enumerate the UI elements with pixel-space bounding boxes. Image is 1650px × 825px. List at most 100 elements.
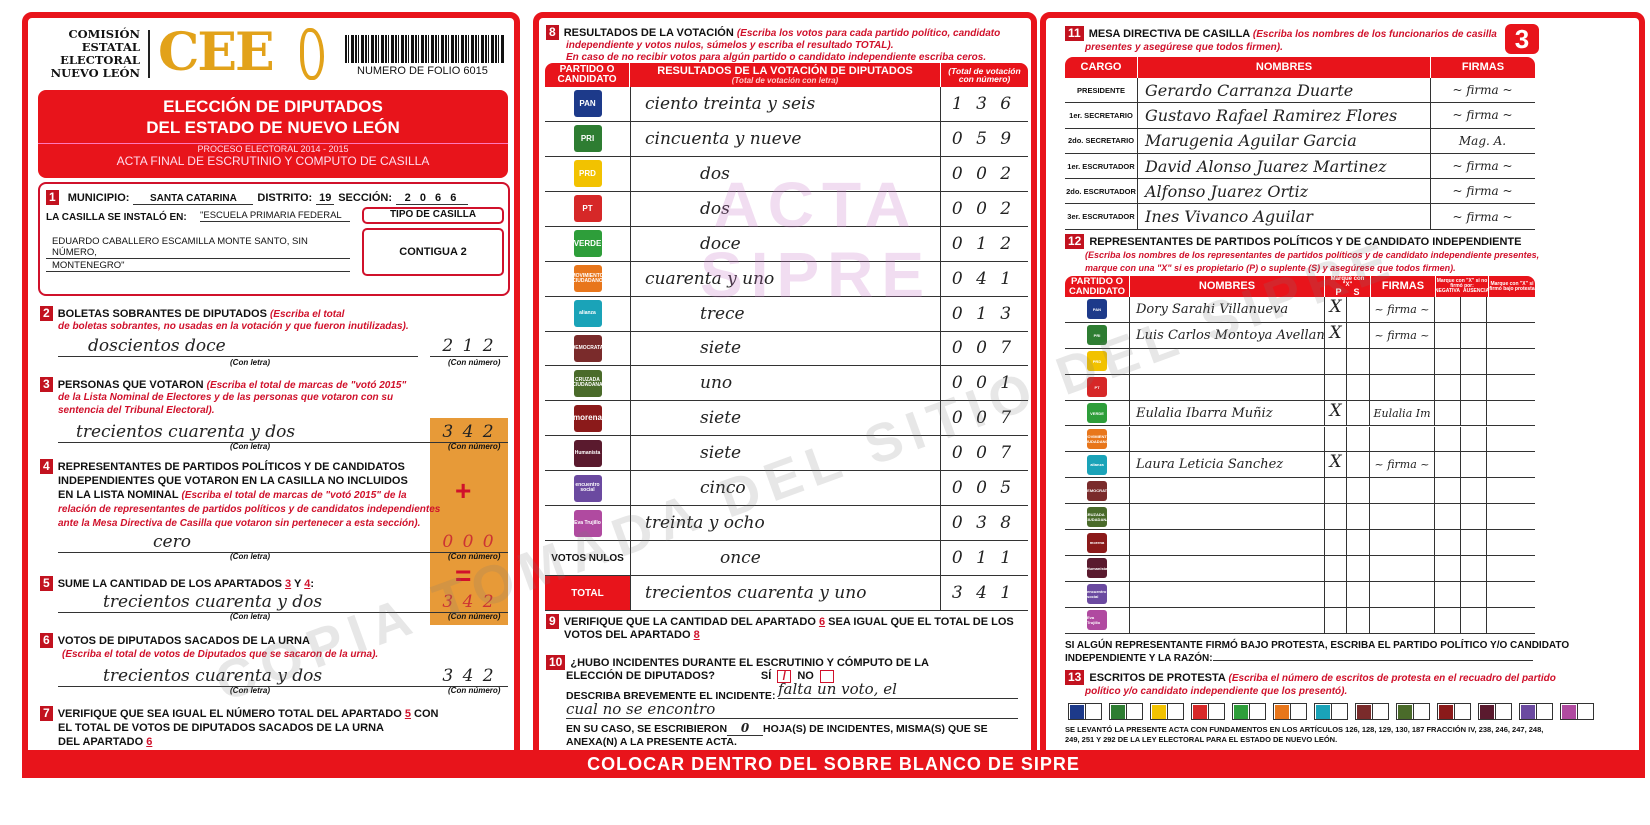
rep-propietario-mark[interactable]: [1325, 426, 1347, 452]
protest-count-field[interactable]: [1577, 704, 1593, 719]
protest-box[interactable]: [1191, 703, 1225, 720]
rep-protesta-mark[interactable]: [1487, 504, 1533, 529]
rep-suplente-mark[interactable]: [1347, 556, 1370, 581]
protest-box[interactable]: [1396, 703, 1430, 720]
protest-box[interactable]: [1232, 703, 1266, 720]
rep-propietario-mark[interactable]: [1325, 478, 1347, 504]
rep-protesta-mark[interactable]: [1487, 297, 1533, 322]
rep-ausencia-mark[interactable]: [1461, 504, 1487, 530]
rep-negativa-mark[interactable]: [1435, 504, 1461, 530]
protest-box[interactable]: [1273, 703, 1307, 720]
rep-name[interactable]: [1130, 374, 1325, 400]
rep-ausencia-mark[interactable]: [1461, 348, 1487, 374]
rep-name[interactable]: [1130, 348, 1325, 374]
rep-suplente-mark[interactable]: [1347, 426, 1370, 452]
rep-propietario-mark[interactable]: [1325, 374, 1347, 400]
rep-suplente-mark[interactable]: [1347, 297, 1370, 322]
rep-name[interactable]: [1130, 504, 1325, 530]
rep-suplente-mark[interactable]: [1347, 504, 1370, 530]
rep-negativa-mark[interactable]: [1435, 400, 1461, 426]
rep-protesta-mark[interactable]: [1487, 375, 1533, 400]
protest-count-field[interactable]: [1126, 704, 1142, 719]
rep-protesta-mark[interactable]: [1487, 349, 1533, 374]
rep-protesta-mark[interactable]: [1487, 556, 1533, 581]
rep-negativa-mark[interactable]: [1435, 374, 1461, 400]
rep-propietario-mark[interactable]: [1325, 530, 1347, 555]
rep-protesta-mark[interactable]: [1487, 427, 1533, 452]
rep-suplente-mark[interactable]: [1347, 348, 1370, 374]
rep-propietario-mark[interactable]: [1325, 348, 1347, 374]
rep-suplente-mark[interactable]: [1347, 374, 1370, 400]
rep-negativa-mark[interactable]: [1435, 297, 1461, 322]
protest-box[interactable]: [1314, 703, 1348, 720]
rep-ausencia-mark[interactable]: [1461, 426, 1487, 452]
rep-name[interactable]: [1130, 607, 1325, 633]
rep-protesta-mark[interactable]: [1487, 582, 1533, 607]
rep-ausencia-mark[interactable]: [1461, 374, 1487, 400]
rep-negativa-mark[interactable]: [1435, 426, 1461, 452]
protest-count-field[interactable]: [1536, 704, 1552, 719]
rep-ausencia-mark[interactable]: [1461, 452, 1487, 478]
rep-ausencia-mark[interactable]: [1461, 556, 1487, 581]
rep-name[interactable]: [1130, 556, 1325, 581]
rep-negativa-mark[interactable]: [1435, 348, 1461, 374]
rep-negativa-mark[interactable]: [1435, 530, 1461, 555]
rep-propietario-mark[interactable]: [1325, 504, 1347, 530]
rep-suplente-mark[interactable]: [1347, 530, 1370, 555]
rep-name[interactable]: [1130, 530, 1325, 555]
protest-box[interactable]: [1109, 703, 1143, 720]
rep-protesta-mark[interactable]: [1487, 323, 1533, 348]
rep-negativa-mark[interactable]: [1435, 581, 1461, 607]
rep-propietario-mark[interactable]: X: [1325, 297, 1347, 322]
protest-count-field[interactable]: [1454, 704, 1470, 719]
protest-box[interactable]: [1150, 703, 1184, 720]
rep-suplente-mark[interactable]: [1347, 400, 1370, 426]
rep-propietario-mark[interactable]: [1325, 581, 1347, 607]
rep-suplente-mark[interactable]: [1347, 452, 1370, 478]
protest-count-field[interactable]: [1372, 704, 1388, 719]
rep-ausencia-mark[interactable]: [1461, 607, 1487, 633]
rep-negativa-mark[interactable]: [1435, 452, 1461, 478]
rep-negativa-mark[interactable]: [1435, 556, 1461, 581]
rep-propietario-mark[interactable]: X: [1325, 322, 1347, 348]
rep-ausencia-mark[interactable]: [1461, 478, 1487, 504]
protest-count-field[interactable]: [1085, 704, 1101, 719]
rep-protesta-mark[interactable]: [1487, 478, 1533, 503]
rep-negativa-mark[interactable]: [1435, 322, 1461, 348]
protest-count-field[interactable]: [1167, 704, 1183, 719]
rep-propietario-mark[interactable]: X: [1325, 452, 1347, 478]
protesta-reason-field[interactable]: [1212, 660, 1533, 661]
rep-suplente-mark[interactable]: [1347, 322, 1370, 348]
rep-name[interactable]: Luis Carlos Montoya Avellaneda: [1130, 322, 1325, 348]
rep-suplente-mark[interactable]: [1347, 478, 1370, 504]
rep-protesta-mark[interactable]: [1487, 401, 1533, 426]
rep-ausencia-mark[interactable]: [1461, 297, 1487, 322]
rep-propietario-mark[interactable]: [1325, 607, 1347, 633]
protest-count-field[interactable]: [1495, 704, 1511, 719]
si-checkbox[interactable]: /: [777, 670, 792, 683]
rep-propietario-mark[interactable]: [1325, 556, 1347, 581]
rep-suplente-mark[interactable]: [1347, 581, 1370, 607]
protest-box[interactable]: [1478, 703, 1512, 720]
rep-ausencia-mark[interactable]: [1461, 400, 1487, 426]
no-checkbox[interactable]: [819, 670, 834, 683]
rep-name[interactable]: Dory Sarahi Villanueva: [1130, 297, 1325, 322]
rep-protesta-mark[interactable]: [1487, 452, 1533, 477]
rep-negativa-mark[interactable]: [1435, 478, 1461, 504]
protest-count-field[interactable]: [1208, 704, 1224, 719]
rep-ausencia-mark[interactable]: [1461, 322, 1487, 348]
protest-count-field[interactable]: [1290, 704, 1306, 719]
protest-count-field[interactable]: [1331, 704, 1347, 719]
protest-box[interactable]: [1560, 703, 1594, 720]
protest-count-field[interactable]: [1249, 704, 1265, 719]
protest-box[interactable]: [1519, 703, 1553, 720]
rep-name[interactable]: [1130, 478, 1325, 504]
rep-negativa-mark[interactable]: [1435, 607, 1461, 633]
rep-suplente-mark[interactable]: [1347, 607, 1370, 633]
rep-ausencia-mark[interactable]: [1461, 581, 1487, 607]
protest-count-field[interactable]: [1413, 704, 1429, 719]
protest-box[interactable]: [1437, 703, 1471, 720]
rep-protesta-mark[interactable]: [1487, 608, 1533, 633]
rep-ausencia-mark[interactable]: [1461, 530, 1487, 555]
protest-box[interactable]: [1355, 703, 1389, 720]
